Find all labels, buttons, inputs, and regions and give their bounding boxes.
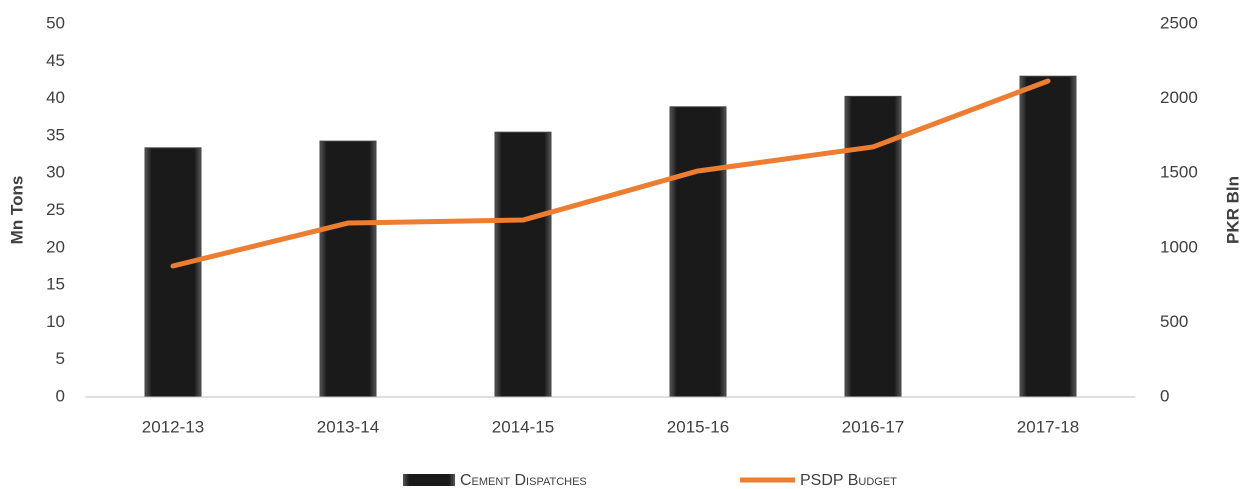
bar — [144, 147, 202, 398]
y-tick-label: 25 — [46, 200, 65, 219]
y-tick-label: 10 — [46, 312, 65, 331]
y-tick-label: 30 — [46, 163, 65, 182]
legend-label: PSDP Budget — [800, 472, 897, 489]
x-tick-label: 2014-15 — [492, 417, 554, 436]
y2-tick-label: 500 — [1160, 312, 1188, 331]
y-axis-title: Mn Tons — [7, 176, 26, 245]
y-tick-label: 40 — [46, 88, 65, 107]
y-tick-label: 0 — [56, 386, 65, 405]
x-tick-label: 2017-18 — [1017, 417, 1079, 436]
bar — [494, 131, 552, 398]
legend-swatch — [403, 474, 455, 486]
y2-axis-title: PKR Bln — [1223, 176, 1242, 244]
y2-tick-label: 1000 — [1160, 237, 1198, 256]
x-tick-label: 2015-16 — [667, 417, 729, 436]
y-tick-label: 5 — [56, 349, 65, 368]
y2-tick-label: 2500 — [1160, 13, 1198, 32]
line-series — [170, 78, 1051, 269]
y-tick-label: 15 — [46, 275, 65, 294]
y-tick-label: 45 — [46, 51, 65, 70]
y2-tick-label: 0 — [1160, 386, 1169, 405]
x-tick-label: 2013-14 — [317, 417, 379, 436]
bar — [1019, 75, 1077, 398]
x-tick-label: 2016-17 — [842, 417, 904, 436]
legend-label: Cement Dispatches — [460, 472, 587, 489]
y2-tick-label: 1500 — [1160, 163, 1198, 182]
y-tick-label: 20 — [46, 237, 65, 256]
x-tick-label: 2012-13 — [142, 417, 204, 436]
bar — [319, 140, 377, 398]
y2-tick-label: 2000 — [1160, 88, 1198, 107]
y-tick-label: 35 — [46, 125, 65, 144]
bar — [669, 106, 727, 398]
y-tick-label: 50 — [46, 13, 65, 32]
